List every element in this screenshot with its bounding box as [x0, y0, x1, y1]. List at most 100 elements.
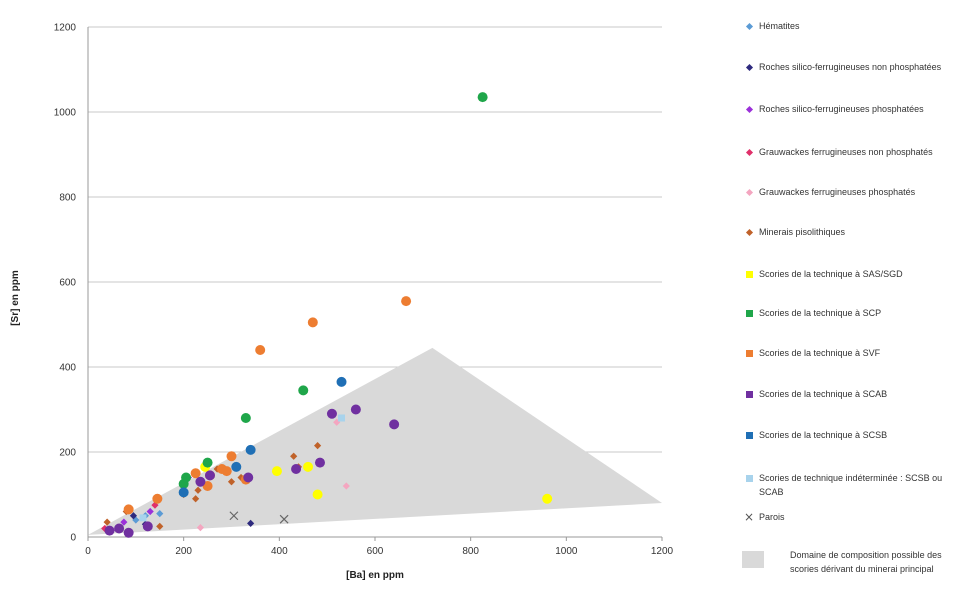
x-tick-label: 1200 — [651, 546, 674, 557]
legend-item: Roches silico-ferrugineuses non phosphat… — [742, 60, 954, 74]
data-point — [227, 478, 236, 486]
data-point — [120, 518, 128, 526]
legend-marker — [742, 185, 756, 199]
data-point — [190, 468, 201, 479]
data-point — [240, 413, 251, 423]
legend-label: Minerais pisolithiques — [759, 227, 846, 237]
data-point — [389, 419, 400, 430]
legend-marker — [742, 145, 756, 159]
data-point — [314, 442, 322, 450]
data-point — [326, 408, 337, 419]
data-point — [271, 466, 282, 477]
data-point — [142, 521, 153, 532]
legend-item: × Parois — [742, 510, 954, 524]
legend-label: Hématites — [759, 21, 800, 31]
data-point — [542, 493, 553, 504]
data-point — [123, 527, 134, 538]
legend-marker — [742, 225, 756, 239]
legend-item: Scories de la technique à SCP — [742, 306, 954, 320]
y-tick-label: 1000 — [54, 108, 77, 119]
data-point — [156, 510, 164, 518]
data-point — [350, 404, 361, 415]
data-point — [114, 523, 125, 534]
data-point — [146, 507, 154, 516]
y-tick-label: 800 — [59, 193, 76, 204]
legend-item: Scories de technique indéterminée : SCSB… — [742, 471, 954, 499]
legend-item: Scories de la technique à SVF — [742, 346, 954, 360]
composition-area-polygon — [88, 347, 662, 535]
data-point — [243, 472, 254, 483]
data-point — [312, 489, 323, 500]
legend-item: Roches silico-ferrugineuses phosphatées — [742, 102, 954, 116]
axes: 0 200 400 600 800 1000 1200 0 200 400 600 800 1000 12… — [54, 23, 674, 558]
legend-area-swatch — [742, 550, 772, 568]
data-point — [152, 493, 163, 504]
data-point — [101, 524, 109, 533]
y-tick-label: 0 — [70, 533, 76, 544]
data-point — [291, 464, 302, 474]
data-point — [279, 514, 289, 524]
data-points — [101, 92, 553, 538]
data-point — [181, 472, 192, 483]
x-tick-label: 800 — [462, 546, 479, 557]
data-point — [178, 487, 189, 498]
legend-label: Domaine de composition possible des scor… — [790, 550, 942, 574]
legend-marker: × — [743, 510, 755, 524]
legend-marker — [742, 19, 756, 33]
legend-item: Grauwackes ferrugineuses phosphatés — [742, 185, 954, 199]
y-tick-label: 400 — [59, 363, 76, 374]
data-point — [103, 518, 111, 526]
x-tick-label: 0 — [85, 546, 91, 557]
x-tick-label: 1000 — [555, 546, 578, 557]
data-point — [104, 525, 115, 536]
data-point — [298, 385, 309, 396]
data-point — [194, 486, 202, 494]
legend-marker — [742, 471, 756, 485]
x-axis-title: [Ba] en ppm — [346, 570, 404, 581]
legend-item: Scories de la technique à SCAB — [742, 387, 954, 401]
legend-label: Scories de la technique à SVF — [759, 348, 881, 358]
data-point — [221, 466, 232, 477]
data-point — [229, 511, 239, 521]
data-point — [303, 461, 314, 472]
scatter-chart: 0 200 400 600 800 1000 1200 0 200 400 600 800 1000 12… — [10, 23, 674, 582]
legend-item: Scories de la technique à SAS/SGD — [742, 267, 954, 281]
legend-label: Scories de la technique à SCAB — [759, 389, 888, 399]
y-tick-label: 1200 — [54, 23, 77, 34]
data-point — [196, 524, 205, 532]
legend-label: Scories de la technique à SCP — [759, 308, 882, 318]
legend-item: Hématites — [742, 19, 954, 33]
data-point — [314, 457, 325, 468]
legend-marker — [742, 387, 756, 401]
legend-item: Grauwackes ferrugineuses non phosphatés — [742, 145, 954, 159]
legend-label: Grauwackes ferrugineuses non phosphatés — [759, 147, 933, 157]
legend-item-area: Domaine de composition possible des scor… — [742, 548, 954, 576]
data-point — [307, 317, 318, 328]
legend-label: Scories de technique indéterminée : SCSB… — [759, 473, 943, 497]
composition-area — [88, 347, 662, 535]
legend-label: Grauwackes ferrugineuses phosphatés — [759, 187, 916, 197]
data-point — [336, 376, 347, 387]
x-tick-label: 200 — [175, 546, 192, 557]
data-point — [139, 514, 147, 522]
legend-marker — [742, 306, 756, 320]
legend-marker — [742, 428, 756, 442]
legend-label: Scories de la technique à SAS/SGD — [759, 269, 903, 279]
data-point — [204, 470, 215, 481]
y-tick-label: 600 — [59, 278, 76, 289]
data-point — [290, 452, 298, 460]
legend-item: Scories de la technique à SCSB — [742, 428, 954, 442]
x-tick-label: 600 — [367, 546, 384, 557]
data-point — [247, 519, 255, 527]
data-point — [129, 512, 138, 520]
y-tick-label: 200 — [59, 448, 76, 459]
data-point — [195, 476, 206, 487]
data-point — [245, 444, 256, 455]
legend-marker — [742, 102, 756, 116]
legend-label: Roches silico-ferrugineuses phosphatées — [759, 104, 924, 114]
data-point — [338, 414, 346, 422]
data-point — [477, 92, 488, 103]
data-point — [123, 504, 134, 515]
legend-label: Parois — [759, 512, 785, 522]
data-point — [226, 451, 237, 462]
